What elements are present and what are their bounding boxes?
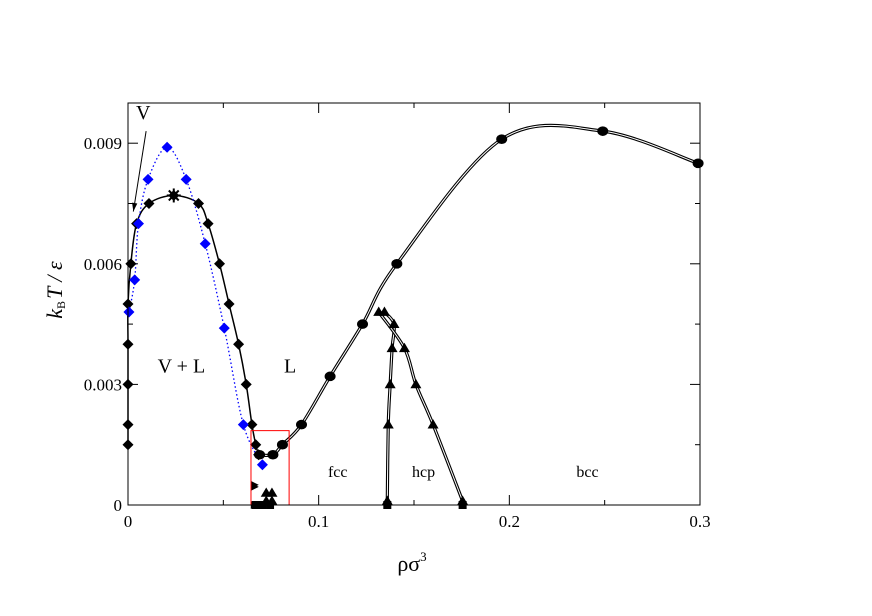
series-0-point-14 <box>240 378 252 390</box>
series-1-point-7 <box>218 322 230 334</box>
series-2-point-7 <box>496 134 508 144</box>
region-label-1: V + L <box>158 355 206 377</box>
series-3-point-8 <box>410 378 422 389</box>
series-3-point-6 <box>373 306 385 316</box>
series-0-point-10 <box>202 218 214 230</box>
hcp-line-inner-0 <box>384 311 395 501</box>
series-0-point-7 <box>143 198 155 209</box>
series-2-point-5 <box>357 319 369 329</box>
series-1-point-9 <box>256 459 268 471</box>
vapor-arrow-head <box>132 202 138 212</box>
near-zero-triangle-3 <box>266 495 278 505</box>
series-lines <box>127 123 699 502</box>
series-0-point-13 <box>233 338 245 350</box>
series-1-point-5 <box>180 173 192 185</box>
series-3-point-7 <box>398 342 410 353</box>
series-2-point-0 <box>254 449 266 460</box>
plot-axes: 0 0.1 0.2 0.3 0 0.003 0.006 0.009 <box>84 102 711 531</box>
region-label-5: bcc <box>576 464 598 481</box>
series-2-point-4 <box>324 371 336 382</box>
series-1-point-2 <box>132 218 144 230</box>
series-0-point-9 <box>193 198 205 209</box>
critical-point-center <box>170 192 177 199</box>
y-tick-label-1: 0.003 <box>84 375 122 394</box>
series-2-line-inner <box>259 124 699 456</box>
series-0-point-12 <box>223 298 235 310</box>
x-axis-label: ρσ3 <box>397 549 426 576</box>
x-tick-label-3: 0.3 <box>689 512 710 531</box>
series-3-point-9 <box>427 419 439 429</box>
region-label-2: L <box>284 355 296 377</box>
series-1-point-4 <box>161 141 173 153</box>
series-1-point-3 <box>142 173 154 185</box>
series-5-point-2 <box>250 482 259 491</box>
series-2-point-3 <box>296 419 308 430</box>
series-3-point-1 <box>382 419 394 429</box>
x-tick-label-1: 0.1 <box>308 512 329 531</box>
series-0-point-15 <box>246 419 258 431</box>
series-markers <box>122 126 704 509</box>
series-1-point-6 <box>199 238 211 250</box>
series-2-line-outer <box>259 123 699 458</box>
region-label-4: hcp <box>412 464 435 481</box>
series-2-point-8 <box>597 126 609 136</box>
critical-point-star <box>166 188 181 203</box>
y-tick-label-3: 0.009 <box>84 134 122 153</box>
series-1-point-1 <box>129 274 141 286</box>
series-3-point-3 <box>386 342 398 353</box>
series-0-line <box>127 194 260 455</box>
series-2-point-6 <box>391 259 403 269</box>
y-axis-label: kBT / ε <box>42 261 68 319</box>
series-2-point-1 <box>267 449 279 460</box>
series-1-line <box>128 146 264 466</box>
near-zero-triangle-1 <box>266 487 278 497</box>
y-tick-label-2: 0.006 <box>84 255 122 274</box>
series-2-point-9 <box>692 158 704 169</box>
region-label-3: fcc <box>328 464 348 481</box>
series-3-point-2 <box>384 378 396 389</box>
plot-frame <box>127 102 701 506</box>
region-label-0: V <box>136 102 151 124</box>
series-0-point-16 <box>250 439 262 451</box>
series-2-point-2 <box>276 439 288 450</box>
series-3-point-4 <box>388 318 400 328</box>
series-1-point-8 <box>237 419 249 431</box>
vapor-arrow-shaft <box>132 131 147 212</box>
series-0-point-11 <box>214 258 226 270</box>
series-1-point-0 <box>123 306 135 318</box>
x-tick-label-0: 0 <box>124 512 133 531</box>
x-tick-label-2: 0.2 <box>499 512 520 531</box>
y-tick-label-0: 0 <box>114 496 123 515</box>
